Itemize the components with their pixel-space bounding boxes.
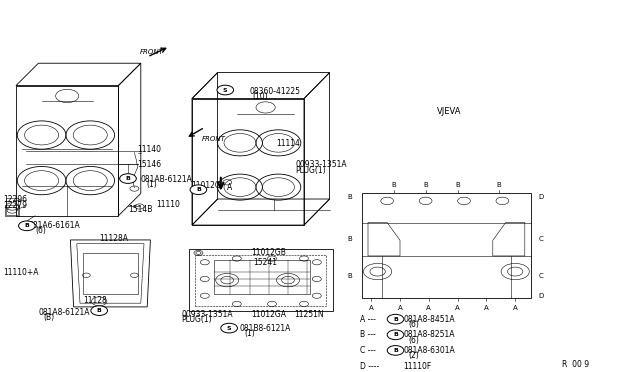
Text: B: B xyxy=(455,182,460,188)
Circle shape xyxy=(19,221,35,231)
Text: D: D xyxy=(538,293,543,299)
Text: (1): (1) xyxy=(146,180,157,189)
Circle shape xyxy=(217,85,234,95)
Text: VJEVA: VJEVA xyxy=(436,107,461,116)
Text: B: B xyxy=(196,187,201,192)
Text: 11012G: 11012G xyxy=(191,181,220,190)
Text: FRONT: FRONT xyxy=(140,49,163,55)
Text: A: A xyxy=(397,305,403,311)
Text: B: B xyxy=(391,182,396,188)
Circle shape xyxy=(387,346,404,355)
Text: 15146: 15146 xyxy=(138,160,162,169)
Text: A: A xyxy=(484,305,489,311)
Text: B: B xyxy=(423,182,428,188)
Text: S: S xyxy=(223,87,228,93)
Text: B: B xyxy=(125,176,131,181)
Text: 081AB-6121A: 081AB-6121A xyxy=(141,175,193,184)
Text: B: B xyxy=(497,182,502,188)
Text: 081B8-6121A: 081B8-6121A xyxy=(240,324,291,333)
Text: 11110F: 11110F xyxy=(403,362,431,371)
Text: 081A8-6121A: 081A8-6121A xyxy=(38,308,90,317)
Text: D: D xyxy=(538,194,543,200)
Text: 081A8-8451A: 081A8-8451A xyxy=(403,315,455,324)
Circle shape xyxy=(387,330,404,340)
Text: C: C xyxy=(538,236,543,242)
Text: (6): (6) xyxy=(35,226,46,235)
Text: C ---: C --- xyxy=(360,346,376,355)
Text: S: S xyxy=(227,326,232,331)
Text: (2): (2) xyxy=(408,351,419,360)
Text: PLUG(1): PLUG(1) xyxy=(296,166,326,174)
Text: 1514B: 1514B xyxy=(128,205,152,214)
Text: B: B xyxy=(24,223,29,228)
Text: (B): (B) xyxy=(44,313,54,322)
Text: B: B xyxy=(97,308,102,313)
Text: 00933-1351A: 00933-1351A xyxy=(181,310,233,319)
Text: 15241: 15241 xyxy=(253,258,277,267)
Circle shape xyxy=(190,185,207,195)
Text: (6): (6) xyxy=(408,320,419,329)
Text: 08360-41225: 08360-41225 xyxy=(250,87,301,96)
Text: 11140: 11140 xyxy=(138,145,161,154)
Text: 12296: 12296 xyxy=(3,195,27,204)
Text: (10): (10) xyxy=(253,92,268,101)
Text: 11114: 11114 xyxy=(276,139,300,148)
Text: 11128: 11128 xyxy=(83,296,107,305)
Text: 12279: 12279 xyxy=(3,201,27,210)
Text: A: A xyxy=(227,183,232,192)
Text: A: A xyxy=(513,305,518,311)
Text: FRONT: FRONT xyxy=(202,137,225,142)
Text: 11128A: 11128A xyxy=(99,234,128,243)
Text: 11110+A: 11110+A xyxy=(3,268,38,277)
Text: 11110: 11110 xyxy=(156,200,180,209)
Text: B ---: B --- xyxy=(360,330,376,339)
Text: (1): (1) xyxy=(244,329,255,338)
Text: 081A8-8251A: 081A8-8251A xyxy=(403,330,454,339)
Circle shape xyxy=(221,323,237,333)
Text: A ---: A --- xyxy=(360,315,376,324)
Text: 00933-1351A: 00933-1351A xyxy=(296,160,348,169)
Text: 11251N: 11251N xyxy=(294,310,324,319)
Text: B: B xyxy=(393,348,398,353)
Text: PLUG(1): PLUG(1) xyxy=(181,315,212,324)
Text: B: B xyxy=(393,317,398,322)
Circle shape xyxy=(387,314,404,324)
Text: A: A xyxy=(455,305,460,311)
Text: B: B xyxy=(348,273,353,279)
Text: B: B xyxy=(348,194,353,200)
Text: (6): (6) xyxy=(408,336,419,344)
Text: R  00 9: R 00 9 xyxy=(562,360,589,369)
Text: B: B xyxy=(348,236,353,242)
Text: 11012GB: 11012GB xyxy=(251,248,285,257)
Circle shape xyxy=(91,306,108,315)
Text: B: B xyxy=(393,332,398,337)
Text: A: A xyxy=(426,305,431,311)
Text: 081A6-6161A: 081A6-6161A xyxy=(29,221,81,230)
Text: D ----: D ---- xyxy=(360,362,379,371)
Text: A: A xyxy=(369,305,374,311)
Text: 081A8-6301A: 081A8-6301A xyxy=(403,346,455,355)
Circle shape xyxy=(120,174,136,183)
Text: 11012GA: 11012GA xyxy=(251,310,286,319)
Text: C: C xyxy=(538,273,543,279)
